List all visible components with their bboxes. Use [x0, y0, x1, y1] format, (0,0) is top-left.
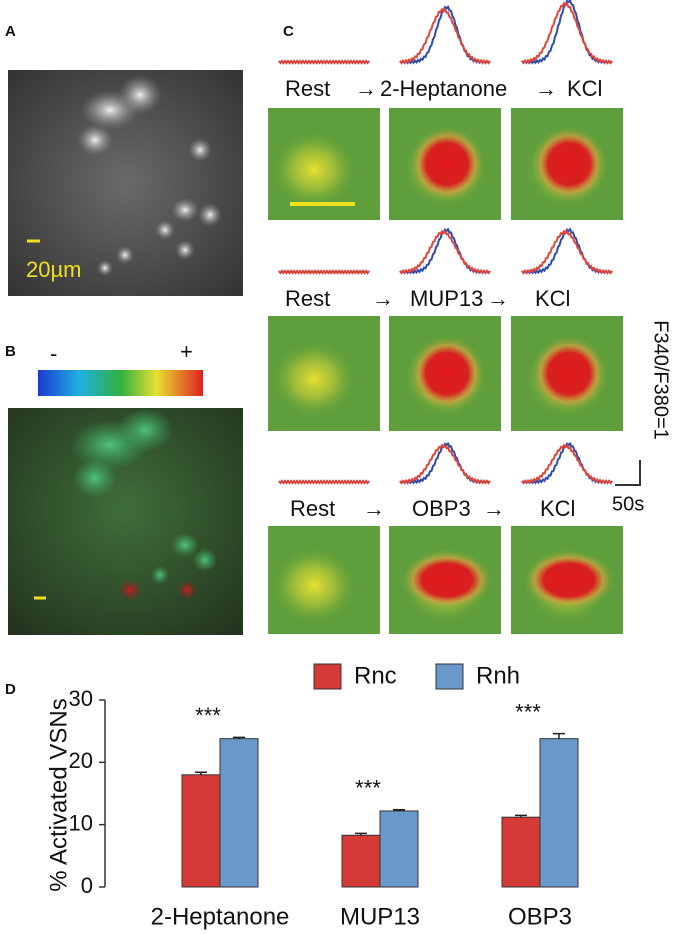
error-bar — [233, 736, 245, 739]
trace — [399, 443, 491, 485]
error-bar — [195, 771, 207, 775]
trace — [399, 441, 491, 485]
trace — [521, 1, 613, 65]
stimulus-label: 2-Heptanone — [380, 76, 507, 101]
scale-bar — [615, 460, 641, 486]
x-tick-label: OBP3 — [508, 903, 572, 930]
stimulus-label: → — [372, 286, 394, 311]
cell — [531, 126, 607, 202]
bar — [501, 816, 541, 888]
y-tick-label: 20 — [69, 748, 93, 773]
scale-label: 20µm — [26, 257, 81, 282]
x-scale-label: 50s — [612, 493, 644, 515]
trace — [399, 5, 491, 65]
panel-label: C — [283, 23, 294, 40]
colorbar — [38, 370, 203, 396]
stimulus-label: KCl — [540, 496, 575, 521]
legend-swatch — [435, 663, 464, 690]
panel-label: D — [5, 681, 16, 698]
legend-swatch — [313, 663, 342, 690]
stimulus-label: → — [487, 286, 509, 311]
error-bar — [553, 732, 565, 739]
colorbar-min: - — [50, 341, 57, 366]
cells — [77, 75, 222, 276]
error-bar — [515, 814, 527, 818]
trace — [399, 229, 491, 275]
cell — [401, 550, 493, 610]
bar — [341, 834, 381, 888]
legend-label: Rnc — [354, 662, 397, 689]
trace — [521, 0, 613, 65]
cell — [409, 335, 485, 412]
panel-label: B — [5, 343, 16, 360]
stimulus-label: → — [535, 76, 557, 101]
trace — [278, 479, 370, 485]
stimulus-label: Rest — [285, 286, 330, 311]
x-tick-label: 2-Heptanone — [151, 903, 290, 930]
stimulus-label: MUP13 — [410, 286, 483, 311]
trace — [521, 441, 613, 485]
cell — [272, 131, 356, 208]
significance: *** — [195, 703, 221, 728]
trace — [521, 229, 613, 275]
bar — [539, 738, 579, 888]
cell — [272, 341, 356, 418]
trace — [399, 7, 491, 65]
cells — [70, 408, 217, 601]
stimulus-label: → — [355, 76, 377, 101]
cell — [272, 547, 356, 624]
trace — [399, 227, 491, 275]
stimulus-label: OBP3 — [412, 496, 471, 521]
trace — [278, 269, 370, 275]
bar — [181, 774, 221, 888]
error-bar — [355, 832, 367, 836]
y-scale-label: F340/F380=1 — [650, 320, 672, 440]
bar-chart: 0 10 20 30 Rnc Rnh 2-Heptanone *** MUP13 *** OBP3 *… — [69, 662, 579, 930]
x-tick-label: MUP13 — [340, 903, 420, 930]
panel-label: A — [5, 23, 16, 40]
stimulus-label: KCl — [535, 286, 570, 311]
significance: *** — [355, 776, 381, 801]
stimulus-label: Rest — [290, 496, 335, 521]
y-tick-label: 0 — [81, 873, 93, 898]
stimulus-label: KCl — [567, 76, 602, 101]
y-tick-label: 30 — [69, 686, 93, 711]
legend-label: Rnh — [476, 662, 520, 689]
significance: *** — [515, 699, 541, 724]
y-tick-label: 10 — [69, 810, 93, 835]
stimulus-label: → — [363, 496, 385, 521]
stimulus-label: → — [483, 496, 505, 521]
bar — [219, 738, 259, 888]
cell — [409, 126, 485, 202]
bar — [379, 810, 419, 888]
cell — [531, 335, 607, 412]
cell — [523, 550, 615, 610]
stimulus-label: Rest — [285, 76, 330, 101]
colorbar-max: + — [180, 339, 193, 364]
y-axis-label: % Activated VSNs — [45, 698, 72, 891]
trace — [521, 443, 613, 485]
trace — [278, 59, 370, 65]
trace — [521, 227, 613, 275]
error-bar — [393, 808, 405, 811]
